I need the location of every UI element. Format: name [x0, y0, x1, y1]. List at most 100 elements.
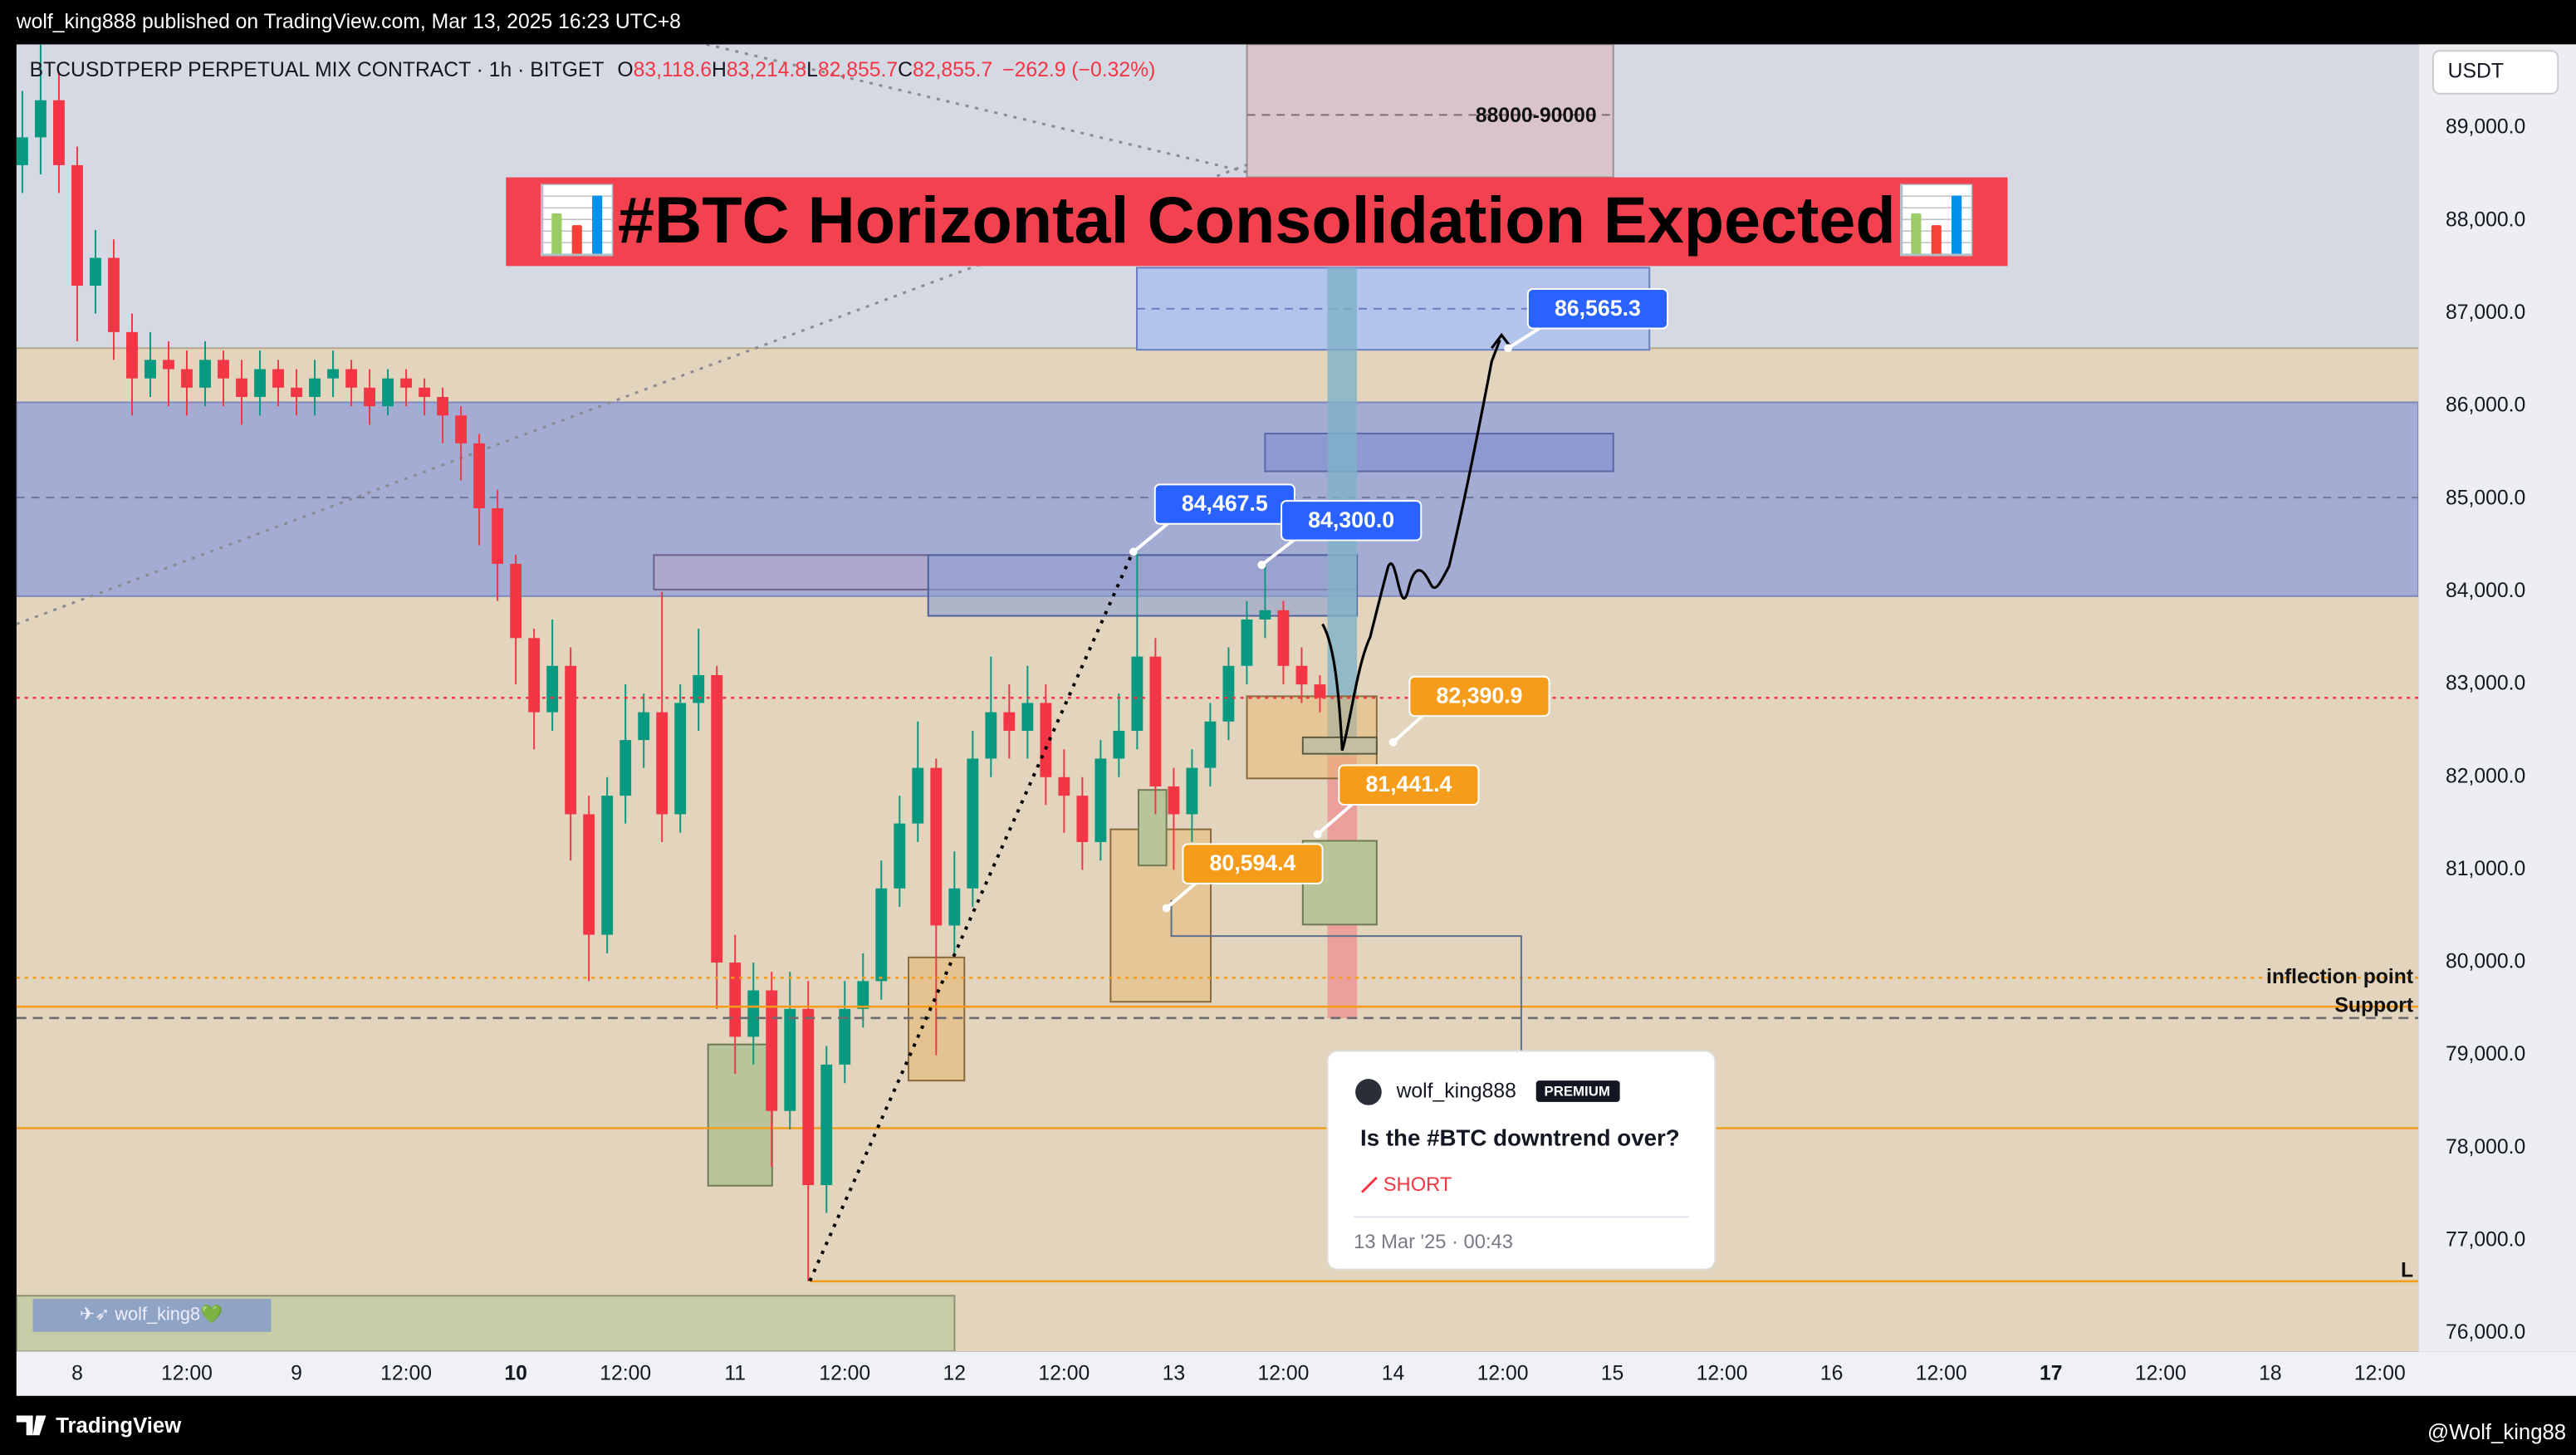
title: 📊#BTC Horizontal Consolidation Expected📊: [536, 183, 1978, 257]
callout-pointer: [1392, 711, 1428, 744]
x-tick-label: 17: [2040, 1363, 2063, 1385]
candle-body: [345, 369, 357, 388]
candle-body: [1003, 712, 1016, 731]
candle-body: [382, 378, 394, 407]
x-tick-label: 12:00: [1916, 1363, 1967, 1385]
candle-body: [1168, 786, 1180, 815]
y-tick-label: 81,000.0: [2446, 858, 2525, 880]
candle-body: [1295, 665, 1308, 685]
candle-body: [272, 369, 284, 388]
callout-label: 80,594.4: [1210, 850, 1296, 875]
candle-body: [528, 638, 541, 713]
callout-label: 82,390.9: [1437, 683, 1523, 708]
box: [1264, 433, 1614, 473]
title-banner: [506, 177, 2008, 267]
candle-body: [638, 712, 650, 741]
candle-body: [419, 387, 431, 397]
price-axis: [2418, 44, 2576, 1352]
callout-anchor: [1162, 904, 1171, 913]
y-tick-label: 80,000.0: [2446, 951, 2525, 973]
x-tick-label: 12:00: [600, 1363, 651, 1385]
candle-body: [181, 369, 193, 388]
x-tick-label: 16: [1820, 1363, 1844, 1385]
candle-body: [327, 369, 339, 379]
candle-body: [583, 814, 595, 935]
drawings: [808, 332, 1522, 1282]
candle-body: [948, 888, 961, 926]
candle-body: [1204, 721, 1217, 768]
box: [707, 1043, 773, 1187]
x-tick-label: 12: [943, 1363, 967, 1385]
tv-logo: [16, 1415, 47, 1436]
candle-body: [199, 360, 211, 388]
projection-sketch: [1321, 332, 1513, 752]
y-tick-label: 78,000.0: [2446, 1136, 2525, 1159]
callout-pointer: [1316, 800, 1357, 836]
level-text: inflection point: [2266, 966, 2413, 988]
x-tick-label: 8: [71, 1363, 83, 1385]
y-tick-label: 89,000.0: [2446, 116, 2525, 139]
candle-body: [729, 963, 742, 1037]
x-tick-label: 12:00: [1257, 1363, 1309, 1385]
idea-card[interactable]: [1326, 1050, 1717, 1271]
x-tick-label: 12:00: [380, 1363, 432, 1385]
level-text: Support: [2334, 995, 2413, 1017]
candle-body: [1095, 758, 1107, 842]
footer-handle: @Wolf_king88: [2427, 1421, 2566, 1444]
currency: USDT: [2448, 61, 2504, 83]
candle-body: [985, 712, 997, 759]
x-tick-label: 9: [291, 1363, 302, 1385]
candle-body: [711, 674, 723, 963]
candle-body: [1076, 796, 1089, 842]
x-tick-label: 12:00: [1038, 1363, 1090, 1385]
badge-bg: [1535, 1080, 1620, 1102]
x-tick-label: 10: [504, 1363, 527, 1385]
candle-body: [309, 378, 321, 397]
candle-body: [747, 990, 760, 1037]
candle-body: [455, 415, 468, 443]
callout-label: 84,467.5: [1182, 491, 1268, 516]
candle-body: [144, 360, 156, 379]
callout-anchor: [1129, 547, 1138, 556]
candle-body: [1021, 703, 1034, 731]
y-tick-label: 84,000.0: [2446, 580, 2525, 602]
candle-body: [218, 360, 229, 379]
candle-body: [546, 665, 559, 713]
idea-question: Is the #BTC downtrend over?: [1360, 1125, 1680, 1151]
time-axis: [16, 1351, 2576, 1396]
field-value: 83,214.8: [727, 59, 806, 81]
candle-body: [839, 1008, 851, 1065]
x-tick-label: 12:00: [2135, 1363, 2187, 1385]
y-tick-label: 83,000.0: [2446, 673, 2525, 695]
candle-body: [912, 767, 924, 824]
level-text: L: [2401, 1259, 2413, 1281]
candle-body: [894, 823, 906, 889]
y-tick-label: 77,000.0: [2446, 1229, 2525, 1252]
candle-body: [1222, 665, 1235, 722]
idea-direction: SHORT: [1383, 1174, 1452, 1196]
candle-body: [1259, 610, 1271, 620]
footer-brand: TradingView: [56, 1414, 182, 1438]
field-key: L: [806, 59, 818, 81]
candle-body: [473, 443, 486, 508]
candle-body: [784, 1008, 796, 1111]
short-icon: [1360, 1176, 1378, 1193]
callouts: 86,565.3 84,467.5 84,300.0 82,390.9 81,441.4…: [1129, 288, 1668, 913]
callout-bg: [1408, 675, 1550, 718]
candle-body: [291, 387, 302, 397]
candle-body: [620, 740, 632, 796]
connector: [1170, 899, 1522, 1051]
idea-date: 13 Mar '25 · 00:43: [1354, 1232, 1513, 1253]
callout-anchor: [1388, 737, 1398, 747]
candle-body: [1277, 610, 1290, 666]
candle-body: [236, 378, 247, 397]
candle-body: [17, 137, 28, 165]
candle-body: [364, 387, 375, 407]
candle-body: [857, 981, 869, 1009]
field-key: O: [617, 59, 633, 81]
box: [927, 554, 1359, 617]
candle-body: [930, 767, 943, 926]
field-key: H: [712, 59, 727, 81]
y-tick-label: 87,000.0: [2446, 301, 2525, 324]
currency-button[interactable]: [2432, 50, 2559, 95]
